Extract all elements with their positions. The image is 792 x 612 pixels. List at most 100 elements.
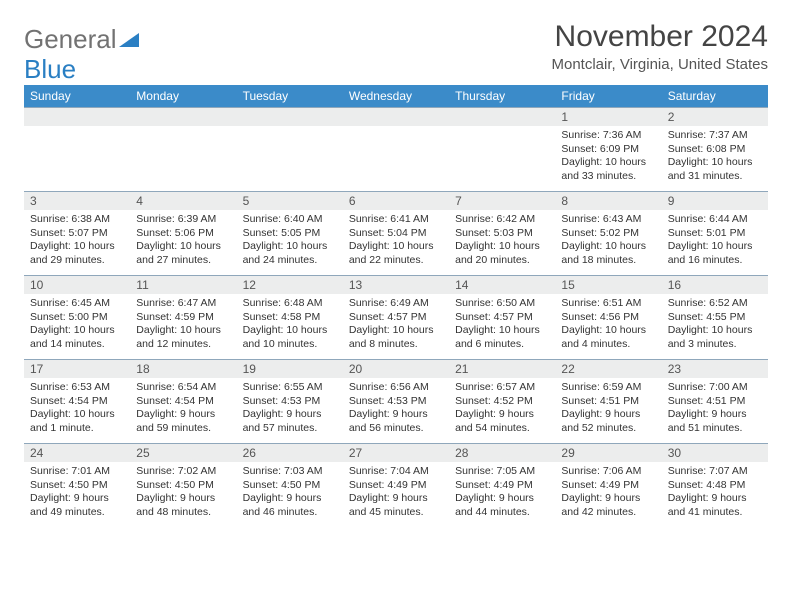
day-number: 11 <box>130 276 236 294</box>
day-content: Sunrise: 6:39 AMSunset: 5:06 PMDaylight:… <box>130 210 236 274</box>
day-content: Sunrise: 7:04 AMSunset: 4:49 PMDaylight:… <box>343 462 449 526</box>
day-content: Sunrise: 6:59 AMSunset: 4:51 PMDaylight:… <box>555 378 661 442</box>
day-header: Wednesday <box>343 85 449 108</box>
day-number: 20 <box>343 360 449 378</box>
day-content: Sunrise: 6:44 AMSunset: 5:01 PMDaylight:… <box>662 210 768 274</box>
calendar-week-row: 17Sunrise: 6:53 AMSunset: 4:54 PMDayligh… <box>24 360 768 444</box>
day-number: 9 <box>662 192 768 210</box>
day-content: Sunrise: 7:02 AMSunset: 4:50 PMDaylight:… <box>130 462 236 526</box>
day-content: Sunrise: 7:03 AMSunset: 4:50 PMDaylight:… <box>237 462 343 526</box>
calendar-cell: 18Sunrise: 6:54 AMSunset: 4:54 PMDayligh… <box>130 360 236 444</box>
day-number: 3 <box>24 192 130 210</box>
calendar-cell: 15Sunrise: 6:51 AMSunset: 4:56 PMDayligh… <box>555 276 661 360</box>
calendar-cell: 8Sunrise: 6:43 AMSunset: 5:02 PMDaylight… <box>555 192 661 276</box>
day-number <box>237 108 343 126</box>
calendar-cell <box>237 108 343 192</box>
day-number: 22 <box>555 360 661 378</box>
day-content: Sunrise: 7:05 AMSunset: 4:49 PMDaylight:… <box>449 462 555 526</box>
calendar-cell: 26Sunrise: 7:03 AMSunset: 4:50 PMDayligh… <box>237 444 343 528</box>
day-content: Sunrise: 6:47 AMSunset: 4:59 PMDaylight:… <box>130 294 236 358</box>
day-number: 17 <box>24 360 130 378</box>
day-number: 28 <box>449 444 555 462</box>
day-content: Sunrise: 6:45 AMSunset: 5:00 PMDaylight:… <box>24 294 130 358</box>
day-number: 24 <box>24 444 130 462</box>
day-number <box>130 108 236 126</box>
day-number: 4 <box>130 192 236 210</box>
day-header-row: SundayMondayTuesdayWednesdayThursdayFrid… <box>24 85 768 108</box>
day-content: Sunrise: 7:07 AMSunset: 4:48 PMDaylight:… <box>662 462 768 526</box>
month-title: November 2024 <box>552 20 769 54</box>
calendar-week-row: 10Sunrise: 6:45 AMSunset: 5:00 PMDayligh… <box>24 276 768 360</box>
calendar-cell: 5Sunrise: 6:40 AMSunset: 5:05 PMDaylight… <box>237 192 343 276</box>
day-content: Sunrise: 7:36 AMSunset: 6:09 PMDaylight:… <box>555 126 661 190</box>
calendar-cell <box>24 108 130 192</box>
brand-general: General <box>24 24 117 55</box>
day-number: 27 <box>343 444 449 462</box>
title-block: November 2024 Montclair, Virginia, Unite… <box>552 20 769 73</box>
day-number <box>24 108 130 126</box>
calendar-cell: 13Sunrise: 6:49 AMSunset: 4:57 PMDayligh… <box>343 276 449 360</box>
calendar-cell: 11Sunrise: 6:47 AMSunset: 4:59 PMDayligh… <box>130 276 236 360</box>
day-content: Sunrise: 6:55 AMSunset: 4:53 PMDaylight:… <box>237 378 343 442</box>
calendar-cell <box>449 108 555 192</box>
day-content: Sunrise: 6:41 AMSunset: 5:04 PMDaylight:… <box>343 210 449 274</box>
day-content: Sunrise: 6:56 AMSunset: 4:53 PMDaylight:… <box>343 378 449 442</box>
calendar-cell: 30Sunrise: 7:07 AMSunset: 4:48 PMDayligh… <box>662 444 768 528</box>
day-number: 12 <box>237 276 343 294</box>
day-content: Sunrise: 6:49 AMSunset: 4:57 PMDaylight:… <box>343 294 449 358</box>
day-number: 8 <box>555 192 661 210</box>
day-content: Sunrise: 6:52 AMSunset: 4:55 PMDaylight:… <box>662 294 768 358</box>
day-number: 2 <box>662 108 768 126</box>
calendar-cell: 21Sunrise: 6:57 AMSunset: 4:52 PMDayligh… <box>449 360 555 444</box>
day-content: Sunrise: 7:06 AMSunset: 4:49 PMDaylight:… <box>555 462 661 526</box>
logo-blue-line: Blue <box>24 54 76 85</box>
day-number: 30 <box>662 444 768 462</box>
calendar-cell: 14Sunrise: 6:50 AMSunset: 4:57 PMDayligh… <box>449 276 555 360</box>
calendar-cell: 16Sunrise: 6:52 AMSunset: 4:55 PMDayligh… <box>662 276 768 360</box>
day-content: Sunrise: 6:48 AMSunset: 4:58 PMDaylight:… <box>237 294 343 358</box>
day-number: 10 <box>24 276 130 294</box>
day-content: Sunrise: 6:43 AMSunset: 5:02 PMDaylight:… <box>555 210 661 274</box>
calendar-cell: 1Sunrise: 7:36 AMSunset: 6:09 PMDaylight… <box>555 108 661 192</box>
day-number: 16 <box>662 276 768 294</box>
calendar-cell: 17Sunrise: 6:53 AMSunset: 4:54 PMDayligh… <box>24 360 130 444</box>
calendar-week-row: 3Sunrise: 6:38 AMSunset: 5:07 PMDaylight… <box>24 192 768 276</box>
logo: General <box>24 24 141 55</box>
logo-triangle-icon <box>119 31 141 49</box>
brand-blue: Blue <box>24 54 76 85</box>
day-content: Sunrise: 6:42 AMSunset: 5:03 PMDaylight:… <box>449 210 555 274</box>
day-number: 13 <box>343 276 449 294</box>
day-header: Monday <box>130 85 236 108</box>
day-number: 1 <box>555 108 661 126</box>
calendar-cell: 9Sunrise: 6:44 AMSunset: 5:01 PMDaylight… <box>662 192 768 276</box>
calendar-cell: 2Sunrise: 7:37 AMSunset: 6:08 PMDaylight… <box>662 108 768 192</box>
calendar-cell: 29Sunrise: 7:06 AMSunset: 4:49 PMDayligh… <box>555 444 661 528</box>
day-number: 19 <box>237 360 343 378</box>
day-number: 29 <box>555 444 661 462</box>
day-content: Sunrise: 6:54 AMSunset: 4:54 PMDaylight:… <box>130 378 236 442</box>
calendar-cell: 20Sunrise: 6:56 AMSunset: 4:53 PMDayligh… <box>343 360 449 444</box>
day-number <box>449 108 555 126</box>
calendar-body: 1Sunrise: 7:36 AMSunset: 6:09 PMDaylight… <box>24 108 768 528</box>
day-number: 6 <box>343 192 449 210</box>
day-header: Thursday <box>449 85 555 108</box>
calendar-cell: 6Sunrise: 6:41 AMSunset: 5:04 PMDaylight… <box>343 192 449 276</box>
calendar-cell: 7Sunrise: 6:42 AMSunset: 5:03 PMDaylight… <box>449 192 555 276</box>
day-number: 15 <box>555 276 661 294</box>
day-content: Sunrise: 6:50 AMSunset: 4:57 PMDaylight:… <box>449 294 555 358</box>
day-content: Sunrise: 7:37 AMSunset: 6:08 PMDaylight:… <box>662 126 768 190</box>
calendar-table: SundayMondayTuesdayWednesdayThursdayFrid… <box>24 85 768 528</box>
header: General November 2024 Montclair, Virgini… <box>24 20 768 73</box>
day-content: Sunrise: 6:40 AMSunset: 5:05 PMDaylight:… <box>237 210 343 274</box>
day-number: 18 <box>130 360 236 378</box>
day-number: 26 <box>237 444 343 462</box>
day-header: Tuesday <box>237 85 343 108</box>
calendar-cell: 19Sunrise: 6:55 AMSunset: 4:53 PMDayligh… <box>237 360 343 444</box>
calendar-week-row: 24Sunrise: 7:01 AMSunset: 4:50 PMDayligh… <box>24 444 768 528</box>
day-number: 21 <box>449 360 555 378</box>
calendar-cell: 4Sunrise: 6:39 AMSunset: 5:06 PMDaylight… <box>130 192 236 276</box>
calendar-week-row: 1Sunrise: 7:36 AMSunset: 6:09 PMDaylight… <box>24 108 768 192</box>
calendar-cell: 27Sunrise: 7:04 AMSunset: 4:49 PMDayligh… <box>343 444 449 528</box>
day-content: Sunrise: 6:38 AMSunset: 5:07 PMDaylight:… <box>24 210 130 274</box>
day-content: Sunrise: 6:51 AMSunset: 4:56 PMDaylight:… <box>555 294 661 358</box>
